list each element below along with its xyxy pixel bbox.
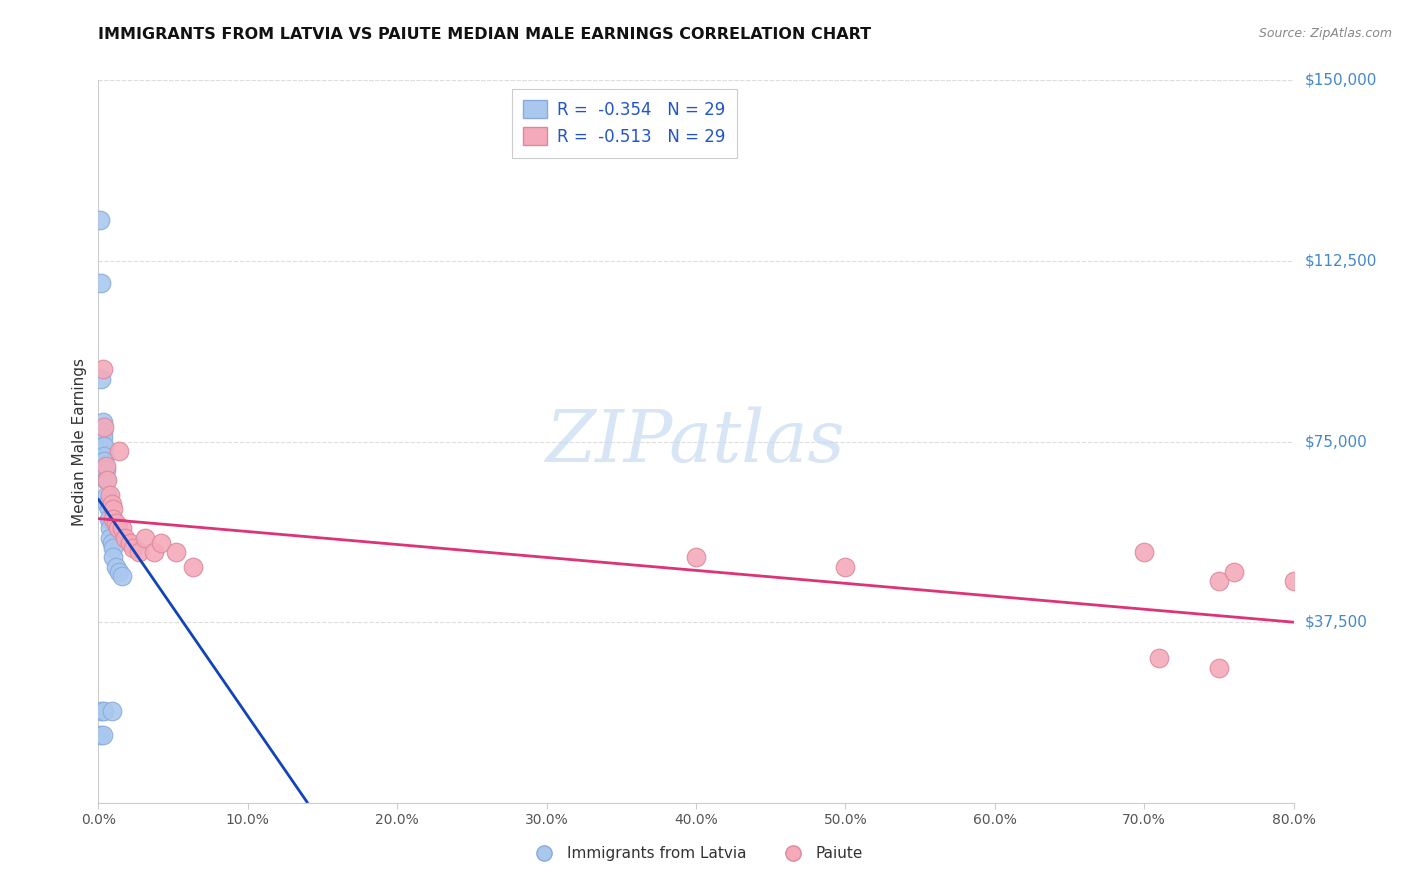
- Point: [98, 487, 122, 501]
- Text: Source: ZipAtlas.com: Source: ZipAtlas.com: [1258, 27, 1392, 40]
- Point: [93, 704, 115, 718]
- Point: [94, 473, 117, 487]
- Point: [1208, 661, 1230, 675]
- Y-axis label: Median Male Earnings: Median Male Earnings: [72, 358, 87, 525]
- Point: [97, 502, 120, 516]
- Point: [834, 559, 856, 574]
- Point: [107, 521, 129, 535]
- Point: [103, 502, 125, 516]
- Point: [91, 362, 114, 376]
- Point: [90, 372, 112, 386]
- Point: [98, 531, 122, 545]
- Point: [181, 559, 204, 574]
- Point: [93, 439, 115, 453]
- Point: [90, 704, 112, 718]
- Point: [103, 550, 125, 565]
- Point: [105, 559, 128, 574]
- Point: [94, 458, 117, 473]
- Point: [93, 420, 115, 434]
- Text: $150,000: $150,000: [1305, 73, 1376, 87]
- Point: [96, 497, 118, 511]
- Point: [103, 511, 125, 525]
- Point: [108, 565, 131, 579]
- Point: [91, 430, 114, 444]
- Point: [108, 444, 131, 458]
- Point: [105, 516, 128, 531]
- Point: [165, 545, 187, 559]
- Point: [118, 535, 141, 549]
- Point: [91, 425, 114, 439]
- Point: [142, 545, 165, 559]
- Text: $75,000: $75,000: [1305, 434, 1368, 449]
- Point: [1282, 574, 1305, 589]
- Point: [93, 454, 115, 468]
- Point: [150, 535, 173, 549]
- Point: [93, 449, 115, 463]
- Point: [96, 487, 118, 501]
- Point: [94, 463, 117, 477]
- Point: [1147, 651, 1170, 665]
- Point: [1223, 565, 1246, 579]
- Point: [97, 511, 120, 525]
- Text: $112,500: $112,500: [1305, 253, 1376, 268]
- Point: [96, 473, 118, 487]
- Legend: Immigrants from Latvia, Paiute: Immigrants from Latvia, Paiute: [523, 840, 869, 867]
- Point: [111, 521, 134, 535]
- Point: [90, 276, 112, 290]
- Point: [121, 541, 143, 555]
- Point: [89, 728, 111, 742]
- Point: [685, 550, 707, 565]
- Point: [89, 213, 111, 227]
- Point: [91, 728, 114, 742]
- Point: [98, 521, 122, 535]
- Point: [101, 497, 124, 511]
- Point: [103, 541, 125, 555]
- Point: [91, 415, 114, 429]
- Point: [1208, 574, 1230, 589]
- Text: ZIPatlas: ZIPatlas: [546, 406, 846, 477]
- Point: [134, 531, 156, 545]
- Point: [1133, 545, 1156, 559]
- Point: [114, 531, 136, 545]
- Point: [91, 439, 114, 453]
- Point: [101, 535, 124, 549]
- Point: [101, 704, 124, 718]
- Point: [111, 569, 134, 583]
- Text: IMMIGRANTS FROM LATVIA VS PAIUTE MEDIAN MALE EARNINGS CORRELATION CHART: IMMIGRANTS FROM LATVIA VS PAIUTE MEDIAN …: [98, 27, 872, 42]
- Point: [128, 545, 150, 559]
- Text: $37,500: $37,500: [1305, 615, 1368, 630]
